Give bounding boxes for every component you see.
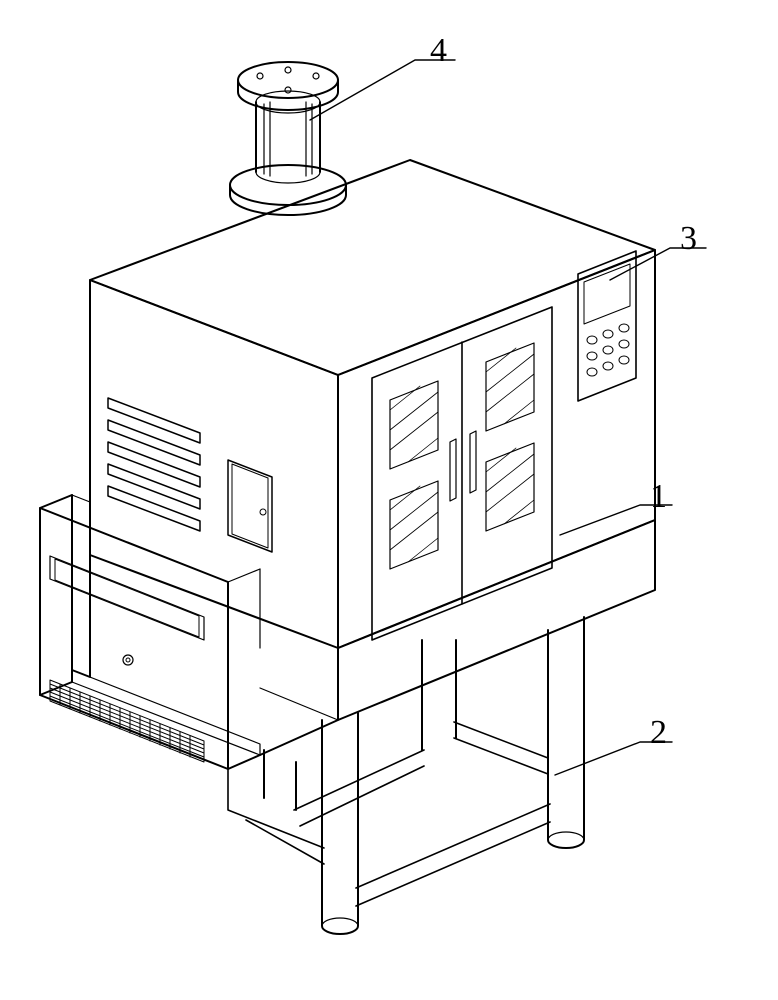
callout-1: 1 bbox=[650, 478, 667, 516]
callout-3: 3 bbox=[680, 220, 697, 258]
callout-2: 2 bbox=[650, 714, 667, 752]
callout-4: 4 bbox=[430, 32, 447, 70]
